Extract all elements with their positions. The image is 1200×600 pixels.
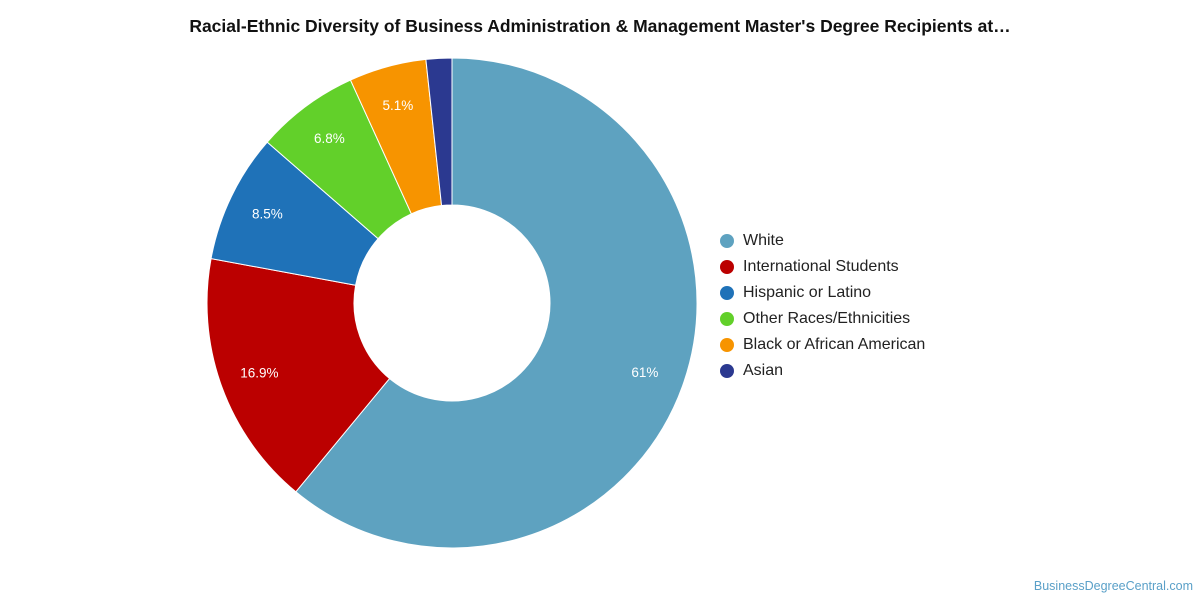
legend-label: Other Races/Ethnicities: [743, 310, 911, 327]
legend-swatch: [720, 338, 734, 352]
slice-international-students[interactable]: [206, 258, 391, 493]
legend-label: Asian: [743, 362, 784, 379]
legend-swatch: [720, 364, 734, 378]
legend-swatch: [720, 286, 734, 300]
slice-label: 16.9%: [240, 366, 278, 381]
watermark[interactable]: BusinessDegreeCentral.com: [1033, 579, 1193, 593]
legend-swatch: [720, 312, 734, 326]
legend-label: International Students: [743, 258, 899, 275]
chart-title: Racial-Ethnic Diversity of Business Admi…: [189, 16, 1011, 36]
legend-item[interactable]: Asian: [720, 358, 925, 384]
donut-slices: [206, 57, 698, 549]
legend-label: White: [743, 232, 784, 249]
legend-label: Black or African American: [743, 336, 926, 353]
slice-label: 6.8%: [314, 131, 345, 146]
chart-legend: White International Students Hispanic or L…: [720, 228, 925, 384]
legend-swatch: [720, 260, 734, 274]
legend-item[interactable]: International Students: [720, 254, 925, 280]
legend-swatch: [720, 234, 734, 248]
legend-item[interactable]: White: [720, 228, 925, 254]
slice-label: 5.1%: [383, 98, 414, 113]
slice-label: 8.5%: [252, 206, 283, 221]
slice-white[interactable]: [295, 57, 698, 549]
legend-item[interactable]: Other Races/Ethnicities: [720, 306, 925, 332]
slice-asian[interactable]: [425, 57, 453, 207]
legend-label: Hispanic or Latino: [743, 284, 872, 301]
legend-item[interactable]: Black or African American: [720, 332, 925, 358]
slice-label: 61%: [631, 365, 658, 380]
legend-item[interactable]: Hispanic or Latino: [720, 280, 925, 306]
slice-labels: 61% 16.9% 8.5% 6.8% 5.1%: [240, 98, 658, 381]
